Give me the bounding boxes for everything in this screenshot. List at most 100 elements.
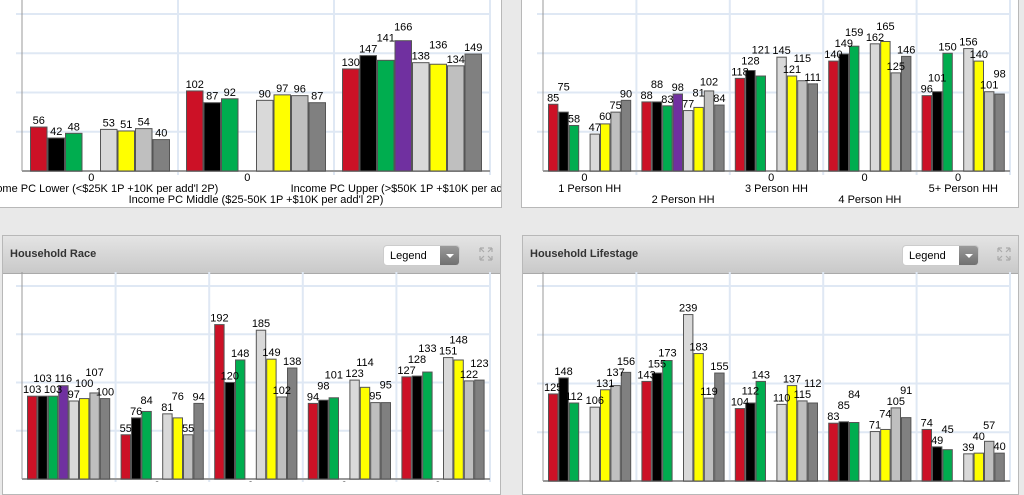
data-label: 87 — [206, 91, 218, 103]
data-label: 123 — [470, 358, 488, 370]
bar — [610, 111, 621, 172]
bar — [683, 110, 694, 172]
bar — [186, 90, 204, 172]
bar — [797, 80, 808, 172]
bar — [447, 65, 465, 172]
bar — [755, 75, 766, 172]
bar — [662, 105, 673, 172]
bar — [429, 63, 447, 172]
bar — [79, 398, 90, 480]
data-label: 102 — [273, 385, 291, 397]
bar — [394, 40, 412, 172]
expand-icon[interactable] — [997, 247, 1011, 261]
data-label: 185 — [252, 318, 270, 330]
bar — [963, 453, 974, 482]
data-label: 58 — [568, 113, 580, 125]
data-label: 148 — [449, 335, 467, 347]
data-label: 0 — [341, 480, 347, 482]
data-label: 112 — [565, 391, 583, 403]
bar — [745, 402, 756, 482]
bar — [235, 359, 246, 480]
bar — [600, 123, 611, 172]
data-label: 143 — [637, 369, 655, 381]
bar — [89, 392, 100, 480]
bar — [68, 400, 79, 480]
bar — [100, 128, 118, 172]
data-label: 133 — [418, 343, 436, 355]
data-label: 101 — [325, 369, 343, 381]
data-label: 95 — [369, 391, 381, 403]
data-label: 0 — [435, 480, 441, 482]
data-label: 40 — [993, 441, 1005, 453]
data-label: 90 — [259, 88, 271, 100]
bar — [828, 60, 839, 172]
data-label: 71 — [869, 420, 881, 432]
category-label: 5+ Person HH — [929, 183, 998, 195]
bar — [99, 398, 111, 480]
bar — [703, 397, 715, 482]
bar — [203, 102, 221, 172]
bar — [932, 91, 943, 172]
bar — [27, 395, 38, 480]
data-label: 149 — [464, 42, 482, 54]
data-label: 0 — [248, 480, 254, 482]
legend-dropdown[interactable]: Legend — [902, 245, 979, 266]
data-label: 57 — [983, 420, 995, 432]
data-label: 141 — [377, 33, 395, 45]
bar — [589, 133, 600, 172]
bar — [453, 359, 464, 480]
bar — [349, 379, 360, 480]
data-label: 149 — [262, 347, 280, 359]
data-label: 166 — [394, 22, 412, 34]
bar — [256, 99, 274, 172]
bar — [307, 402, 319, 480]
bar — [786, 75, 798, 172]
bar — [443, 357, 454, 480]
data-label: 119 — [700, 386, 718, 398]
bar — [683, 314, 694, 482]
bar — [548, 103, 559, 172]
data-label: 84 — [713, 93, 725, 105]
bar — [869, 43, 881, 172]
data-label: 239 — [679, 303, 697, 315]
bar — [807, 83, 818, 172]
legend-dropdown[interactable]: Legend — [383, 245, 460, 266]
data-label: 102 — [186, 79, 204, 91]
bar — [703, 90, 715, 172]
bar — [193, 402, 204, 480]
bar — [162, 413, 173, 480]
data-label: 107 — [85, 367, 103, 379]
bar — [901, 417, 912, 482]
chevron-down-icon[interactable] — [959, 246, 978, 265]
data-label: 125 — [544, 382, 562, 394]
data-label: 138 — [412, 51, 430, 63]
data-label: 125 — [887, 61, 905, 73]
data-label: 74 — [879, 409, 891, 421]
bar — [921, 428, 932, 482]
data-label: 137 — [606, 367, 624, 379]
data-label: 146 — [897, 44, 915, 56]
bar — [377, 59, 395, 172]
data-label: 85 — [838, 400, 850, 412]
data-label: 98 — [672, 82, 684, 94]
bar — [359, 386, 371, 480]
bar — [463, 380, 475, 480]
bar — [474, 379, 485, 480]
data-label: 85 — [547, 92, 559, 104]
data-label: 138 — [283, 356, 301, 368]
data-label: 0 — [244, 172, 250, 184]
data-label: 88 — [640, 90, 652, 102]
expand-icon[interactable] — [479, 247, 493, 261]
bar — [411, 375, 423, 480]
bar — [734, 77, 746, 172]
data-label: 151 — [439, 346, 457, 358]
data-label: 60 — [599, 111, 611, 123]
data-label: 131 — [596, 378, 614, 390]
bar — [786, 385, 798, 482]
chevron-down-icon[interactable] — [440, 246, 459, 265]
bar — [276, 396, 288, 480]
bar — [412, 62, 430, 172]
data-label: 0 — [154, 480, 160, 482]
